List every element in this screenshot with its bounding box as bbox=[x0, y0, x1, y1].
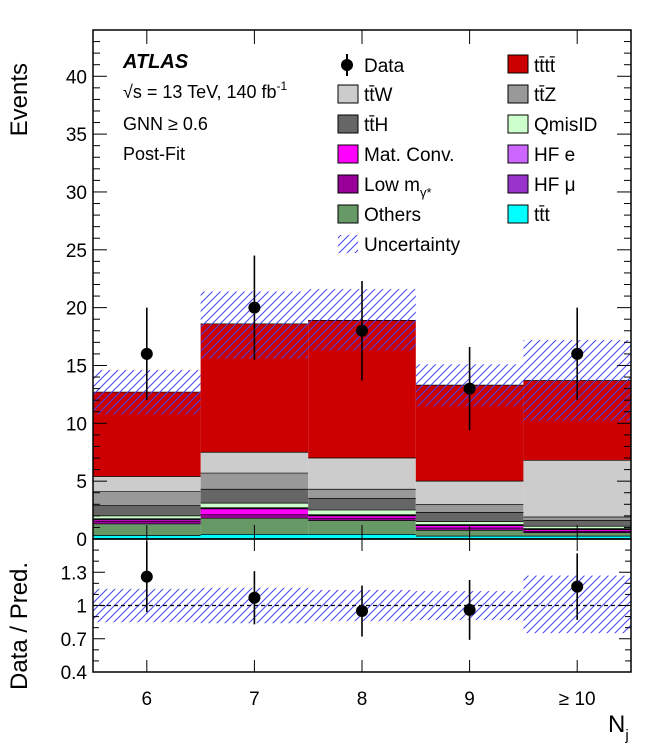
bar-matconv-bin-2 bbox=[308, 515, 416, 519]
bar-ttz-bin-4 bbox=[523, 517, 631, 521]
fit-label: Post-Fit bbox=[123, 144, 185, 164]
bar-ttz-bin-3 bbox=[415, 504, 524, 513]
ratio-point-4 bbox=[571, 580, 584, 593]
bar-ttw-bin-0 bbox=[93, 476, 201, 492]
y-tick-label-35: 35 bbox=[66, 125, 87, 146]
bar-qmisid-bin-2 bbox=[308, 510, 416, 515]
y-axis-title: Events bbox=[6, 63, 33, 136]
ratio-point-0 bbox=[140, 570, 153, 583]
ratio-y-tick-label-1: 1 bbox=[76, 597, 87, 618]
svg-text:tt̄t: tt̄t bbox=[534, 205, 551, 226]
main-panel: 0 5 10 15 20 25 30 35 40 Events bbox=[6, 29, 632, 551]
main-y-ticks: 0 5 10 15 20 25 30 35 40 bbox=[66, 29, 631, 551]
ratio-points bbox=[140, 541, 584, 640]
ratio-x-ticks: 6 7 8 9 ≥ 10 bbox=[142, 539, 596, 710]
legend-item-lowm: Low mγ* bbox=[337, 174, 432, 200]
bar-qmisid-bin-1 bbox=[200, 503, 309, 508]
ratio-y-ticks: 0.4 0.7 1 1.3 bbox=[61, 538, 631, 684]
x-tick-label-0: 6 bbox=[142, 689, 153, 710]
data-point-0 bbox=[140, 347, 153, 360]
energy-lumi-label: √s = 13 TeV, 140 fb-1 bbox=[123, 79, 288, 102]
data-point-3 bbox=[463, 382, 476, 395]
data-point-1 bbox=[248, 301, 261, 314]
y-tick-label-25: 25 bbox=[66, 241, 87, 262]
atlas-annotation: ATLAS √s = 13 TeV, 140 fb-1 GNN ≥ 0.6 Po… bbox=[122, 51, 288, 164]
bar-lowm-bin-1 bbox=[200, 514, 309, 519]
legend-item-matconv: Mat. Conv. bbox=[337, 144, 454, 166]
svg-text:Mat. Conv.: Mat. Conv. bbox=[364, 145, 454, 166]
x-tick-label-4: ≥ 10 bbox=[559, 689, 596, 710]
y-tick-label-10: 10 bbox=[66, 414, 87, 435]
legend-item-ttw: tt̄W bbox=[337, 84, 393, 106]
legend-item-ttt: tt̄t bbox=[507, 204, 551, 226]
y-tick-label-15: 15 bbox=[66, 356, 87, 377]
bar-ttw-bin-2 bbox=[308, 458, 416, 490]
y-tick-label-5: 5 bbox=[76, 472, 87, 493]
ratio-panel: 0.4 0.7 1 1.3 6 7 8 9 ≥ 10 Data / Pred. Nj bbox=[6, 538, 632, 744]
legend-item-qmisid: QmisID bbox=[507, 114, 597, 136]
bar-lowm-bin-0 bbox=[93, 521, 201, 524]
selection-label: GNN ≥ 0.6 bbox=[123, 114, 208, 134]
bar-tth-bin-4 bbox=[523, 520, 631, 527]
data-points bbox=[140, 255, 584, 431]
bar-ttw-bin-3 bbox=[415, 481, 524, 505]
bar-tth-bin-2 bbox=[308, 498, 416, 511]
svg-text:QmisID: QmisID bbox=[534, 115, 597, 136]
legend-item-hfmu: HF μ bbox=[507, 174, 576, 196]
bar-tth-bin-1 bbox=[200, 489, 309, 504]
svg-text:tt̄Z: tt̄Z bbox=[534, 85, 557, 106]
svg-text:Uncertainty: Uncertainty bbox=[364, 235, 461, 256]
svg-text:tt̄W: tt̄W bbox=[364, 85, 393, 106]
ratio-y-axis-title: Data / Pred. bbox=[6, 562, 33, 690]
svg-text:Low mγ*: Low mγ* bbox=[364, 175, 432, 200]
x-tick-label-2: 8 bbox=[357, 689, 368, 710]
bar-ttw-bin-4 bbox=[523, 460, 631, 518]
y-tick-label-30: 30 bbox=[66, 183, 87, 204]
ratio-point-3 bbox=[463, 603, 476, 616]
bar-ttz-bin-0 bbox=[93, 491, 201, 506]
ratio-y-tick-label-0.7: 0.7 bbox=[61, 630, 87, 651]
legend-item-uncertainty: Uncertainty bbox=[338, 235, 461, 256]
svg-text:Others: Others bbox=[364, 205, 421, 226]
bar-ttw-bin-1 bbox=[200, 452, 309, 474]
svg-text:Data: Data bbox=[364, 56, 405, 77]
bar-tth-bin-3 bbox=[415, 512, 524, 522]
legend-item-tth: tt̄H bbox=[337, 114, 388, 136]
bar-ttz-bin-1 bbox=[200, 473, 309, 490]
y-tick-label-0: 0 bbox=[76, 530, 87, 551]
bar-qmisid-bin-3 bbox=[415, 521, 524, 525]
bar-ttz-bin-2 bbox=[308, 489, 416, 499]
x-axis-title: Nj bbox=[608, 711, 629, 744]
bar-matconv-bin-1 bbox=[200, 508, 309, 515]
ratio-y-tick-label-1.3: 1.3 bbox=[61, 563, 87, 584]
data-marker-icon bbox=[341, 59, 353, 71]
data-point-2 bbox=[356, 324, 368, 337]
y-tick-label-40: 40 bbox=[66, 67, 87, 88]
bar-qmisid-bin-0 bbox=[93, 515, 201, 519]
legend-item-ttz: tt̄Z bbox=[507, 84, 557, 106]
x-tick-label-3: 9 bbox=[464, 689, 475, 710]
svg-text:tt̄tt̄: tt̄tt̄ bbox=[534, 56, 556, 77]
bar-lowm-bin-2 bbox=[308, 518, 416, 521]
legend: Data tt̄W tt̄H Mat. Conv. Low mγ* Others… bbox=[337, 54, 597, 256]
y-tick-label-20: 20 bbox=[66, 299, 87, 320]
x-tick-label-1: 7 bbox=[249, 689, 260, 710]
data-point-4 bbox=[571, 347, 584, 360]
svg-text:HF e: HF e bbox=[534, 145, 575, 166]
atlas-label: ATLAS bbox=[122, 51, 189, 73]
legend-item-others: Others bbox=[337, 204, 421, 226]
svg-text:HF μ: HF μ bbox=[534, 175, 576, 196]
legend-item-tttt: tt̄tt̄ bbox=[507, 54, 556, 77]
main-x-ticks bbox=[146, 30, 578, 539]
bar-matconv-bin-0 bbox=[93, 519, 201, 522]
legend-item-data: Data bbox=[341, 54, 405, 77]
ratio-y-tick-label-0.4: 0.4 bbox=[61, 663, 88, 684]
svg-text:tt̄H: tt̄H bbox=[364, 115, 388, 136]
legend-item-hfe: HF e bbox=[507, 144, 575, 166]
ratio-point-2 bbox=[356, 605, 368, 618]
ratio-point-1 bbox=[248, 591, 261, 604]
bar-tth-bin-0 bbox=[93, 505, 201, 516]
